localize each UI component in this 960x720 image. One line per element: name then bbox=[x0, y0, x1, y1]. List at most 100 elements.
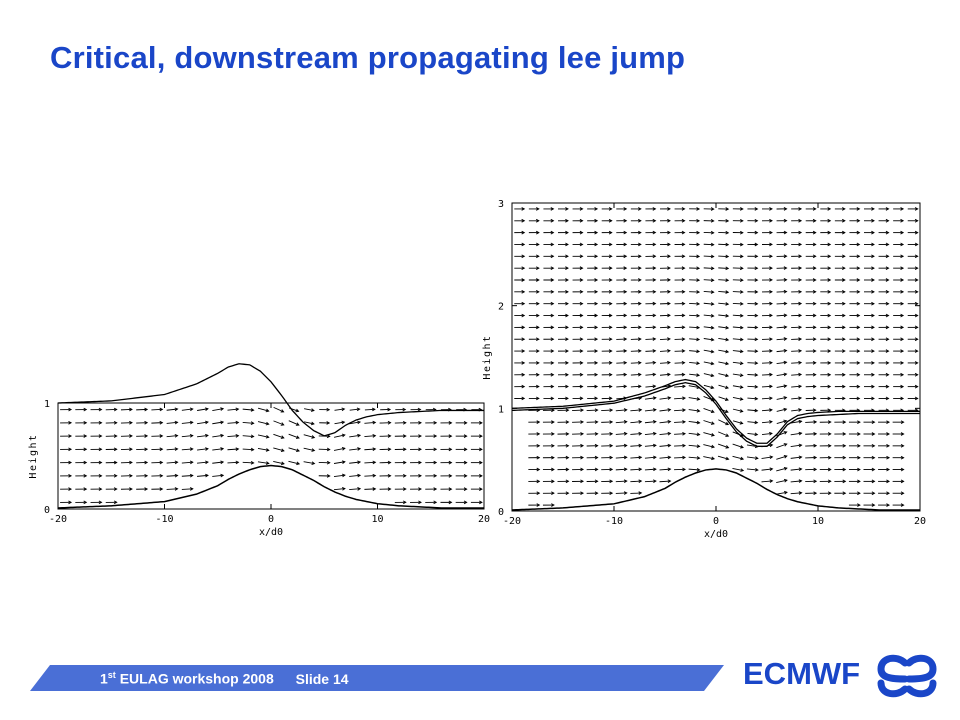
vector-arrow bbox=[543, 290, 555, 294]
vector-arrow bbox=[572, 242, 584, 247]
vector-arrow bbox=[288, 433, 300, 439]
vector-arrow bbox=[732, 325, 744, 330]
vector-arrow bbox=[586, 432, 599, 436]
vector-arrow bbox=[761, 396, 773, 401]
vector-arrow bbox=[528, 432, 541, 436]
vector-arrow bbox=[630, 278, 642, 282]
vector-arrow bbox=[75, 434, 88, 438]
vector-arrow bbox=[257, 421, 270, 426]
vector-arrow bbox=[834, 230, 846, 235]
vector-arrow bbox=[379, 420, 392, 425]
vector-arrow bbox=[455, 460, 468, 465]
vector-arrow bbox=[805, 325, 817, 330]
vector-arrow bbox=[732, 361, 744, 366]
vector-arrow bbox=[834, 207, 846, 211]
vector-arrow bbox=[644, 455, 657, 460]
vector-arrow bbox=[410, 434, 422, 438]
vector-arrow bbox=[60, 447, 73, 452]
vector-arrow bbox=[878, 254, 890, 259]
vector-arrow bbox=[776, 360, 788, 365]
vector-arrow bbox=[75, 447, 88, 452]
vector-arrow bbox=[791, 360, 803, 365]
vector-arrow bbox=[732, 313, 744, 318]
vector-arrow bbox=[528, 337, 540, 342]
vector-arrow bbox=[120, 473, 133, 478]
vector-arrow bbox=[425, 460, 438, 465]
vector-field bbox=[60, 406, 483, 505]
vector-arrow bbox=[528, 313, 540, 318]
x-tick-label: 0 bbox=[713, 516, 719, 527]
vector-arrow bbox=[601, 361, 613, 365]
vector-arrow bbox=[717, 455, 730, 461]
vector-arrow bbox=[805, 266, 817, 270]
vector-arrow bbox=[616, 360, 628, 365]
vector-arrow bbox=[878, 396, 890, 401]
vector-arrow bbox=[849, 266, 861, 270]
vector-arrow bbox=[630, 313, 642, 318]
vector-arrow bbox=[718, 266, 730, 271]
vector-arrow bbox=[105, 420, 118, 425]
vector-arrow bbox=[440, 447, 453, 452]
vector-arrow bbox=[863, 420, 876, 424]
vector-arrow bbox=[257, 447, 270, 452]
vector-arrow bbox=[288, 460, 301, 466]
vector-arrow bbox=[689, 325, 701, 330]
vector-arrow bbox=[586, 479, 599, 484]
vector-arrow bbox=[75, 407, 88, 412]
vector-arrow bbox=[616, 278, 628, 282]
vector-arrow bbox=[849, 361, 861, 365]
vector-arrow bbox=[674, 207, 686, 211]
vector-arrow bbox=[528, 503, 541, 507]
vector-arrow bbox=[834, 325, 846, 330]
vector-arrow bbox=[790, 431, 803, 436]
vector-arrow bbox=[151, 434, 164, 438]
vector-arrow bbox=[718, 230, 730, 235]
vector-arrow bbox=[630, 467, 643, 472]
vector-arrow bbox=[703, 456, 716, 461]
vector-arrow bbox=[572, 266, 584, 270]
vector-arrow bbox=[688, 420, 701, 425]
vector-arrow bbox=[455, 500, 468, 505]
vector-arrow bbox=[586, 491, 599, 496]
vector-arrow bbox=[776, 313, 788, 318]
vector-arrow bbox=[572, 432, 585, 436]
vector-arrow bbox=[615, 455, 628, 460]
vector-arrow bbox=[303, 447, 316, 452]
vector-arrow bbox=[878, 467, 891, 472]
vector-arrow bbox=[819, 420, 832, 424]
vector-arrow bbox=[791, 325, 803, 330]
vector-arrow bbox=[805, 467, 818, 472]
vector-arrow bbox=[587, 372, 599, 377]
vector-arrow bbox=[776, 289, 788, 294]
interface-line bbox=[511, 382, 920, 447]
vector-arrow bbox=[587, 242, 599, 247]
vector-arrow bbox=[848, 432, 861, 436]
vector-arrow bbox=[151, 447, 164, 452]
vector-arrow bbox=[703, 432, 715, 437]
vector-arrow bbox=[805, 408, 817, 413]
vector-arrow bbox=[364, 420, 377, 425]
vector-arrow bbox=[674, 278, 686, 282]
vector-arrow bbox=[586, 443, 599, 448]
vector-arrow bbox=[470, 434, 483, 438]
vector-arrow bbox=[761, 479, 774, 483]
vector-arrow bbox=[645, 360, 657, 365]
vector-arrow bbox=[732, 385, 744, 389]
vector-arrow bbox=[674, 349, 686, 353]
vector-arrow bbox=[349, 487, 362, 491]
vector-arrow bbox=[659, 242, 671, 247]
vector-arrow bbox=[790, 479, 803, 483]
vector-arrow bbox=[364, 460, 377, 465]
vector-arrow bbox=[893, 230, 905, 235]
vector-arrow bbox=[791, 230, 803, 235]
vector-arrow bbox=[212, 460, 225, 465]
vector-arrow bbox=[514, 396, 526, 401]
vector-arrow bbox=[805, 289, 817, 294]
vector-arrow bbox=[528, 455, 541, 460]
vector-arrow bbox=[257, 461, 270, 465]
vector-arrow bbox=[703, 254, 715, 259]
vector-arrow bbox=[75, 500, 88, 505]
vector-arrow bbox=[907, 325, 919, 330]
vector-arrow bbox=[878, 420, 891, 424]
vector-arrow bbox=[747, 290, 759, 294]
